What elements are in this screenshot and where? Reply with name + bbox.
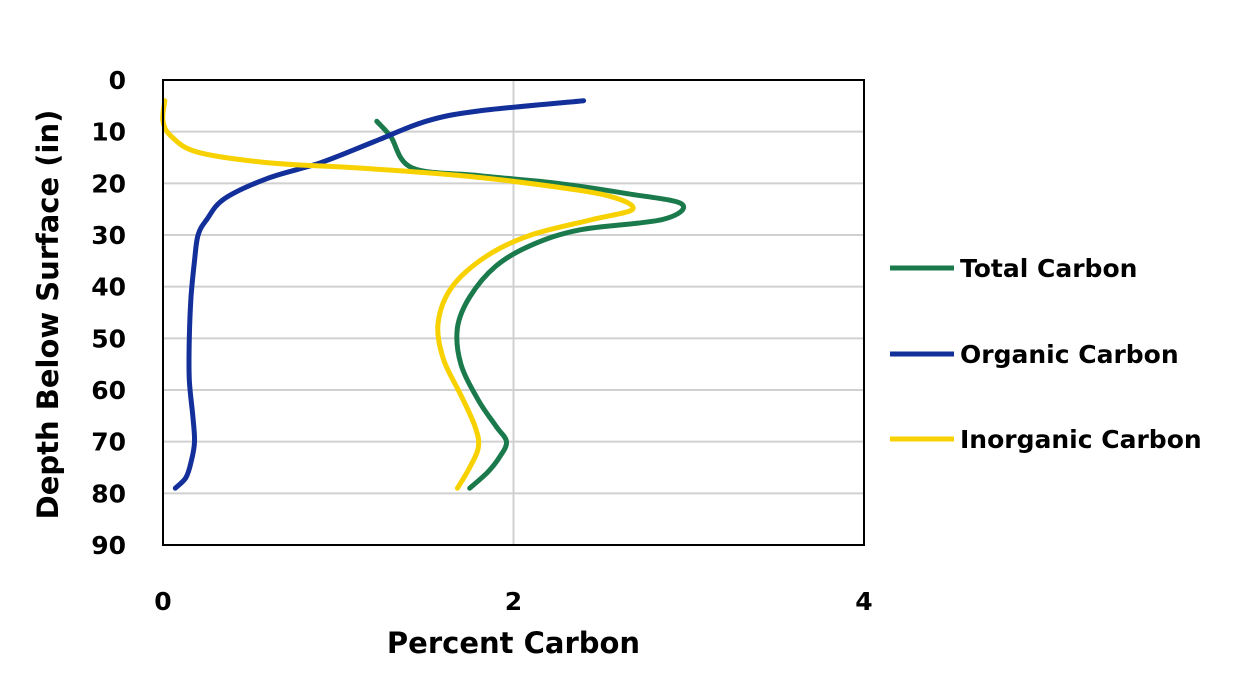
grid <box>162 79 865 546</box>
x-tick-label: 2 <box>505 587 522 616</box>
y-tick-label: 40 <box>91 273 126 302</box>
y-tick-label: 0 <box>109 66 126 95</box>
y-tick-label: 80 <box>91 479 126 508</box>
y-tick-label: 50 <box>91 324 126 353</box>
legend-item-organic-carbon: Organic Carbon <box>890 340 1179 369</box>
x-tick-labels: 0 2 4 <box>154 587 872 616</box>
series-line-organic-carbon <box>172 98 587 491</box>
y-axis-title: Depth Below Surface (in) <box>31 110 65 520</box>
y-tick-label: 10 <box>91 118 126 147</box>
x-axis-title: Percent Carbon <box>387 626 640 660</box>
legend: Total Carbon Organic Carbon Inorganic Carb… <box>890 254 1202 454</box>
series-group <box>160 98 687 491</box>
y-tick-label: 20 <box>91 169 126 198</box>
legend-label: Inorganic Carbon <box>960 425 1202 454</box>
series-line-inorganic-carbon <box>160 98 636 491</box>
legend-item-inorganic-carbon: Inorganic Carbon <box>890 425 1202 454</box>
legend-item-total-carbon: Total Carbon <box>890 254 1137 283</box>
y-tick-label: 70 <box>91 428 126 457</box>
series-line-total-carbon <box>374 118 687 491</box>
x-tick-label: 0 <box>154 587 171 616</box>
plot-frame <box>162 79 865 546</box>
y-tick-label: 60 <box>91 376 126 405</box>
y-tick-label: 90 <box>91 531 126 560</box>
y-tick-labels: 0 10 20 30 40 50 60 70 80 90 <box>91 66 126 560</box>
legend-label: Organic Carbon <box>960 340 1179 369</box>
legend-label: Total Carbon <box>960 254 1137 283</box>
y-tick-label: 30 <box>91 221 126 250</box>
x-tick-label: 4 <box>855 587 872 616</box>
